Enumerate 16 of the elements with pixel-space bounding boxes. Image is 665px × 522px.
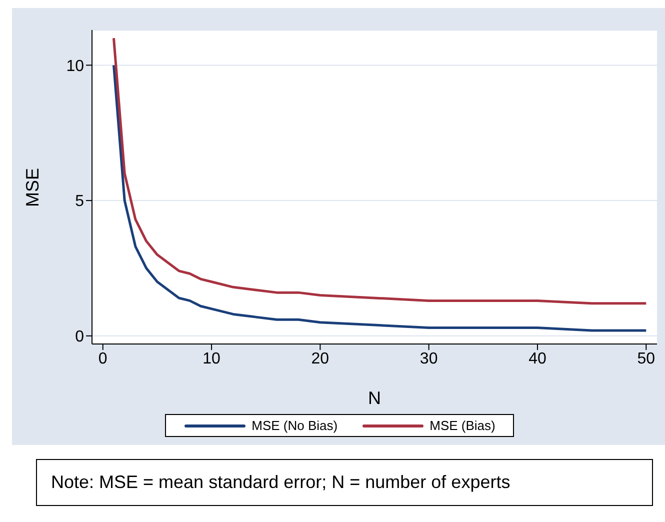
text: Note: MSE = mean standard error; N = number of experts [51,472,512,493]
x-tick-label: 30 [420,350,438,368]
y-tick-label: 0 [75,328,84,346]
x-tick-label: 40 [528,350,546,368]
legend-label: MSE (No Bias) [252,418,338,433]
x-tick-label: 20 [311,350,330,368]
line-series [112,64,648,332]
x-tick-label: 50 [637,350,656,368]
y-tick-label: 5 [75,193,84,210]
x-tick-label: 10 [202,350,221,368]
x-tick-label: 0 [98,350,108,368]
y-axis-title: MSE [22,168,42,207]
legend-label: MSE (Bias) [430,418,496,433]
x-axis-title: N [368,388,381,408]
y-tick-label: 10 [66,58,84,75]
line-series [112,36,648,305]
